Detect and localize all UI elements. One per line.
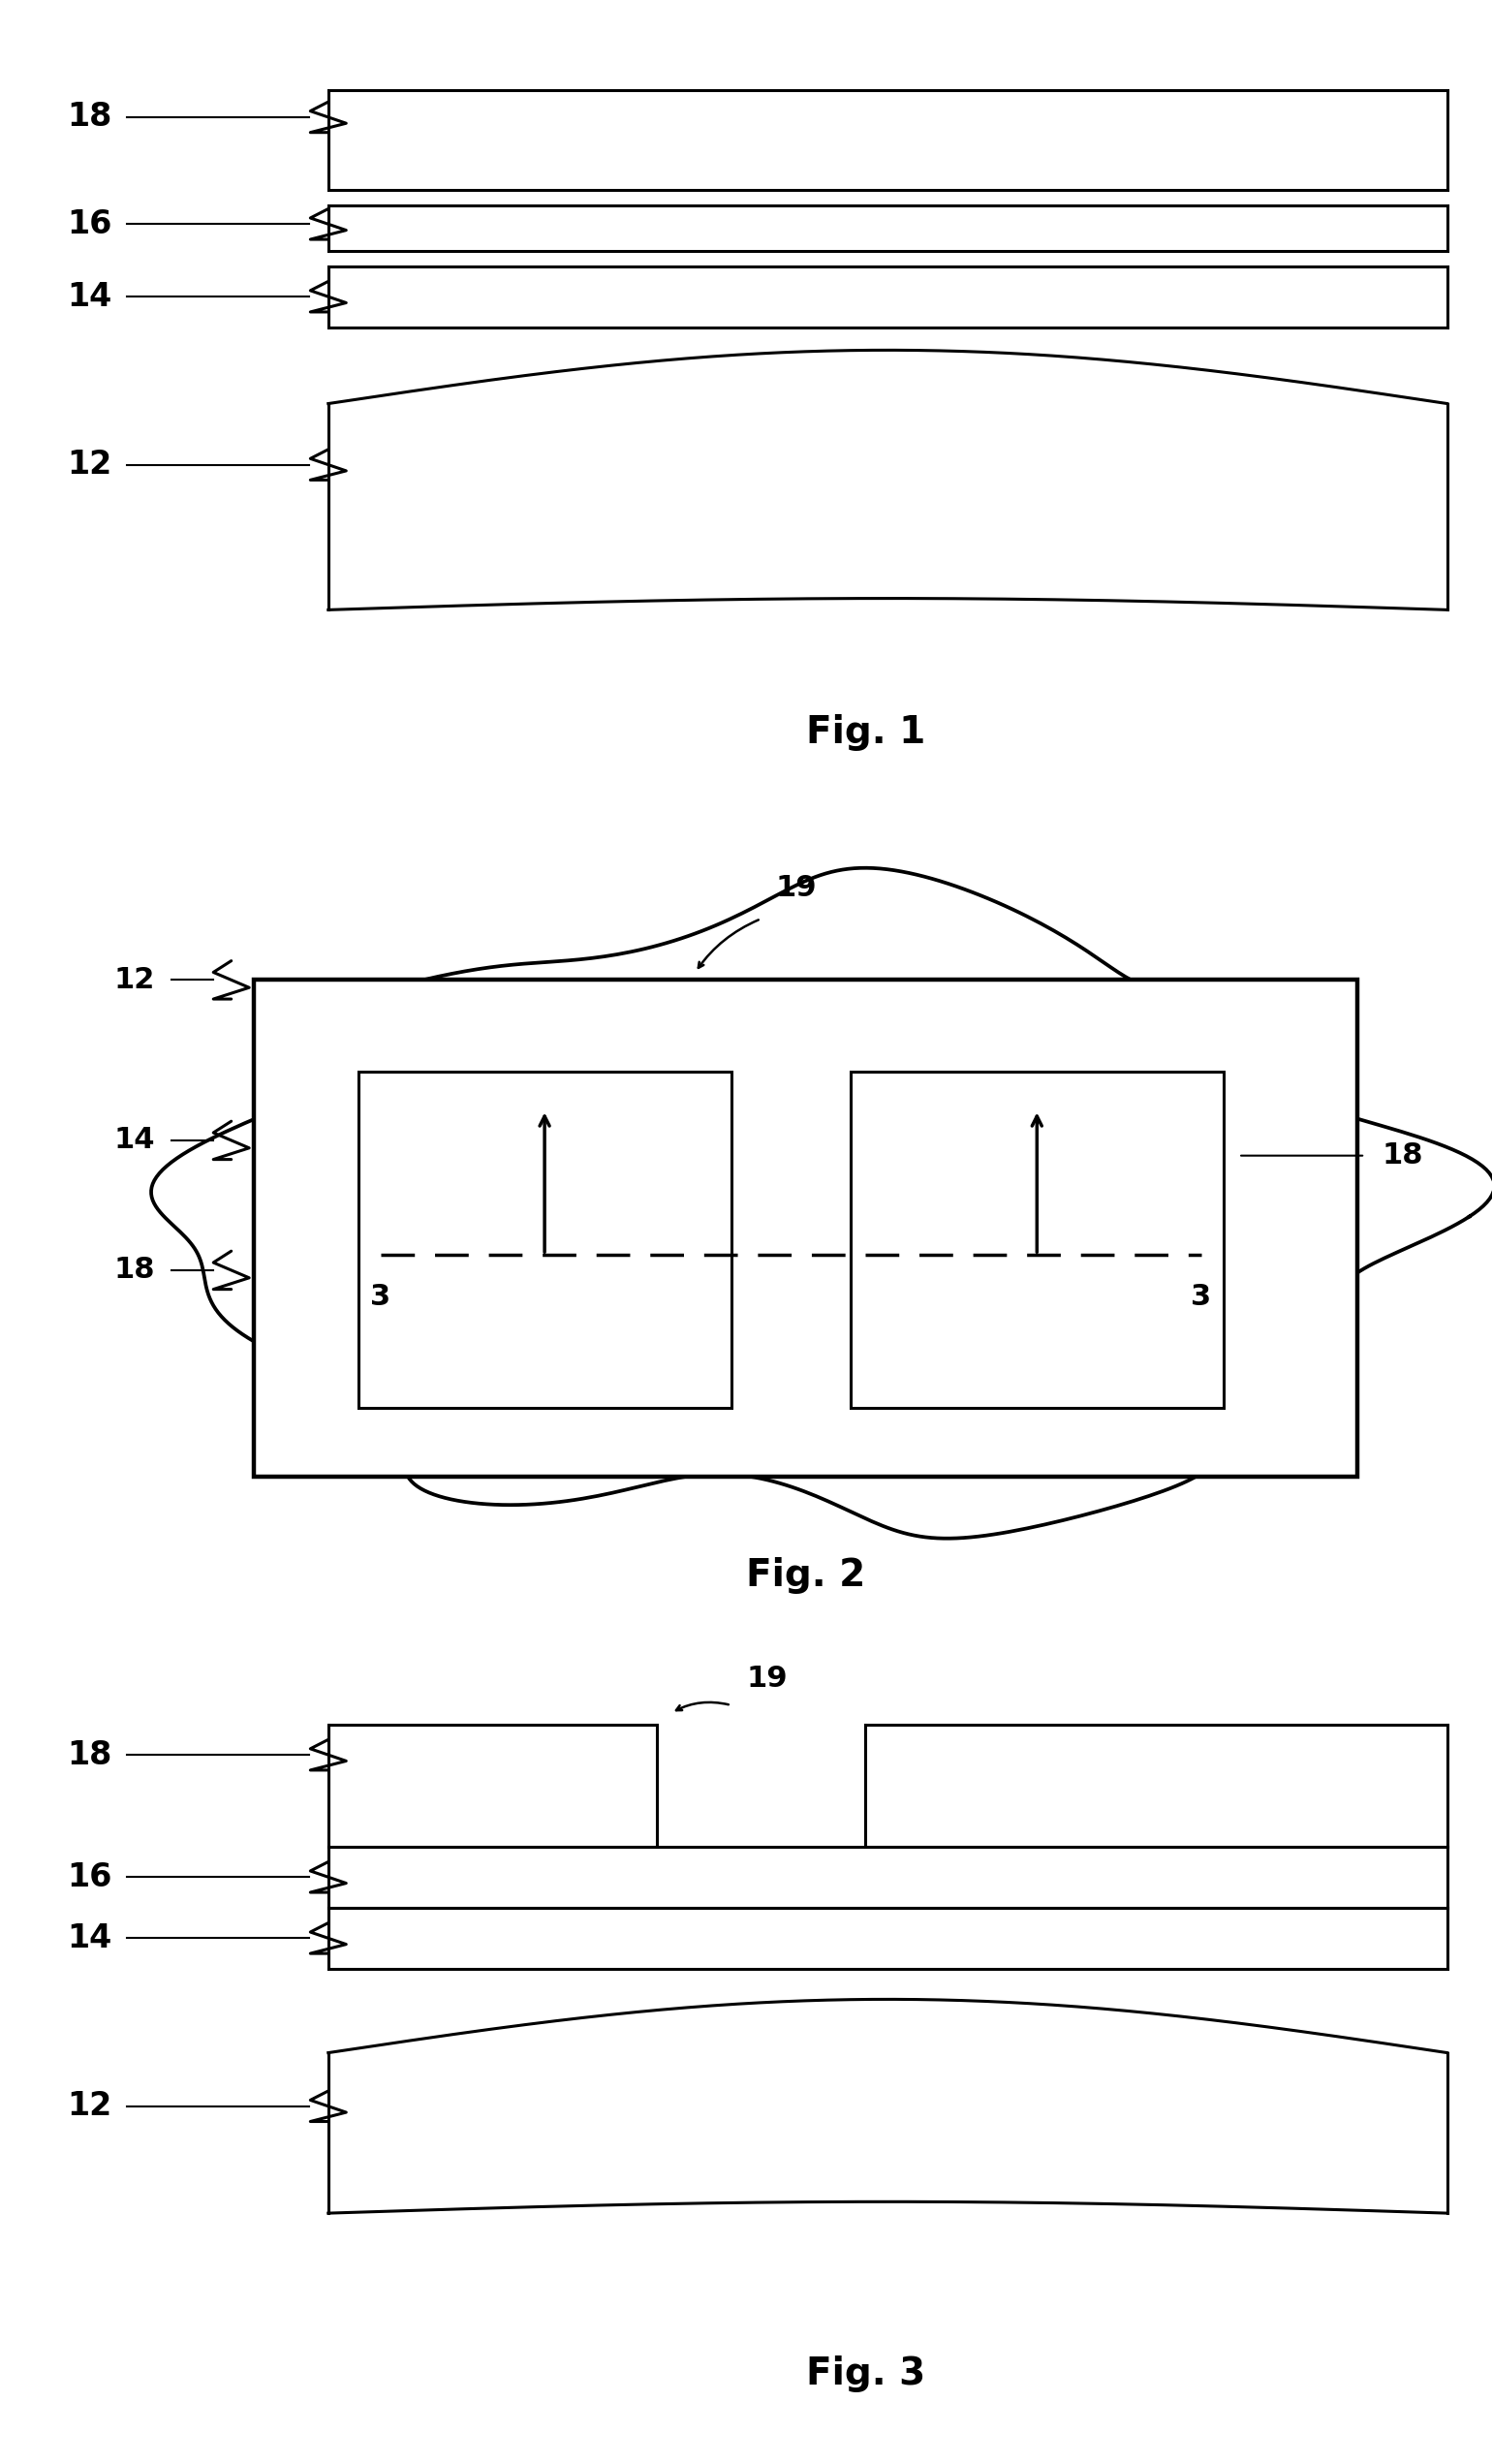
Text: 3: 3 bbox=[1191, 1284, 1212, 1311]
Bar bbox=[850, 1072, 1223, 1407]
Text: 14: 14 bbox=[113, 1126, 155, 1156]
Text: Fig. 2: Fig. 2 bbox=[746, 1557, 865, 1594]
Text: 19: 19 bbox=[776, 875, 818, 902]
Text: 18: 18 bbox=[67, 101, 112, 133]
Text: 12: 12 bbox=[67, 448, 112, 480]
Text: 12: 12 bbox=[113, 966, 155, 993]
Polygon shape bbox=[151, 867, 1492, 1538]
Text: 3: 3 bbox=[370, 1284, 391, 1311]
Bar bbox=[358, 1072, 731, 1407]
Text: 18: 18 bbox=[1382, 1141, 1423, 1170]
Bar bbox=[254, 981, 1358, 1476]
Text: 16: 16 bbox=[67, 1860, 112, 1892]
Text: Fig. 3: Fig. 3 bbox=[806, 2356, 925, 2393]
Text: 14: 14 bbox=[67, 1922, 112, 1954]
Text: Fig. 1: Fig. 1 bbox=[806, 715, 925, 752]
Text: 19: 19 bbox=[746, 1663, 788, 1693]
Text: 14: 14 bbox=[67, 281, 112, 313]
Text: 18: 18 bbox=[67, 1740, 112, 1772]
Text: 12: 12 bbox=[67, 2089, 112, 2122]
Text: 18: 18 bbox=[113, 1257, 155, 1284]
Text: 16: 16 bbox=[67, 207, 112, 239]
